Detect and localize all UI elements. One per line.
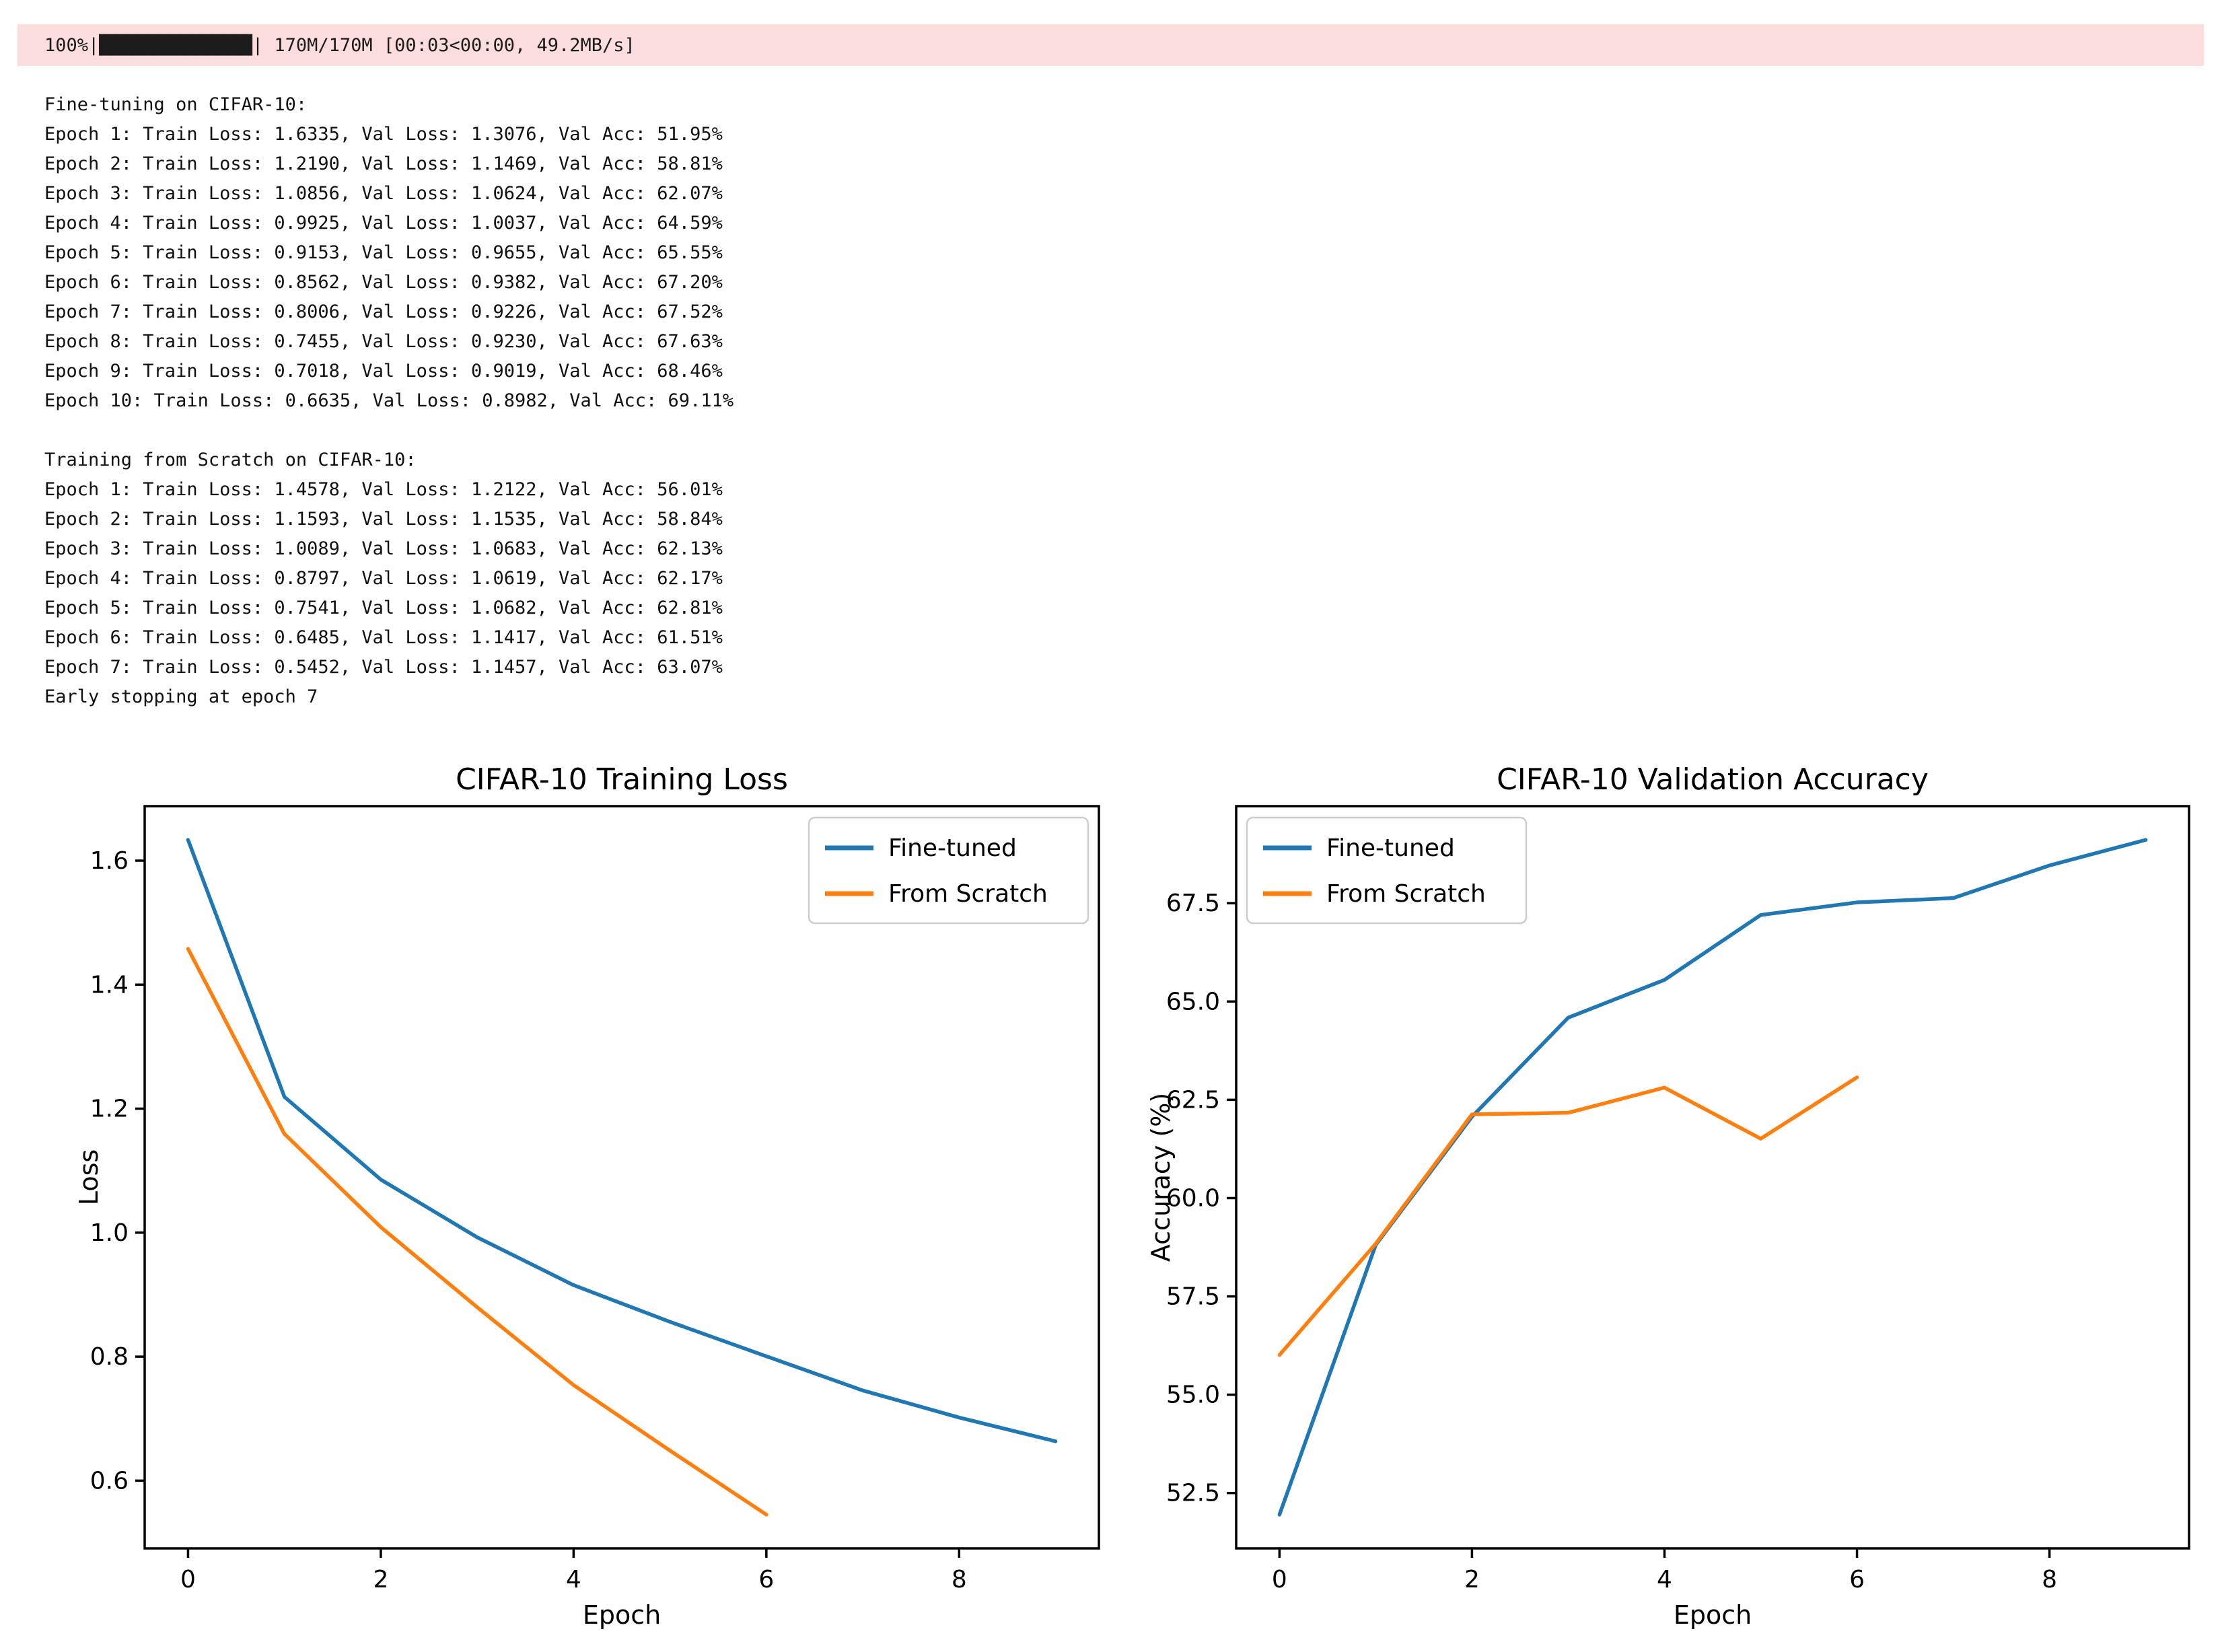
x-tick-label: 6 [758,1566,774,1593]
validation-accuracy-chart: 0 2 4 6 8 52.5 55.0 57.5 60.0 62.5 65.0 67.5 CIFAR-1… [1146,762,2190,1630]
legend-label-from-scratch: From Scratch [888,880,1048,908]
from-scratch-line [186,947,768,1517]
y-tick-label: 55.0 [1166,1381,1220,1409]
legend-label-fine-tuned: Fine-tuned [1326,834,1455,862]
x-tick-label: 4 [1657,1566,1672,1593]
y-tick-label: 1.6 [90,847,129,875]
x-tick-label: 8 [2042,1566,2057,1593]
y-axis-label: Loss [74,1149,104,1205]
training-log: Fine-tuning on CIFAR-10: Epoch 1: Train L… [44,90,733,712]
y-tick-label: 1.4 [90,971,129,999]
x-tick-label: 2 [1464,1566,1480,1593]
scratch-header: Training from Scratch on CIFAR-10: [44,450,417,470]
chart-title: CIFAR-10 Validation Accuracy [1497,762,1929,797]
y-tick-label: 52.5 [1166,1480,1220,1507]
legend-box [808,816,1089,925]
x-tick-label: 6 [1849,1566,1865,1593]
axes-frame [1235,805,2190,1550]
y-tick-label: 67.5 [1166,890,1220,917]
finetune-header: Fine-tuning on CIFAR-10: [44,94,308,115]
axes-frame [143,805,1100,1550]
download-progress: 100%|██████████████| 170M/170M [00:03<00… [17,24,2204,66]
fine-tuned-line [186,838,1058,1443]
training-loss-chart: 0 2 4 6 8 0.6 0.8 1.0 1.2 1.4 1.6 CIFAR-10 Training… [74,762,1100,1630]
chart-title: CIFAR-10 Training Loss [456,762,788,797]
x-axis-label: Epoch [583,1600,661,1630]
y-tick-label: 60.0 [1166,1184,1220,1212]
y-tick-label: 0.8 [90,1343,129,1371]
early-stopping-line: Early stopping at epoch 7 [44,686,318,707]
x-tick-label: 8 [952,1566,967,1593]
y-tick-label: 0.6 [90,1467,129,1495]
x-tick-label: 2 [373,1566,388,1593]
download-progress-text: 100%|██████████████| 170M/170M [00:03<00… [44,34,635,56]
y-tick-label: 65.0 [1166,988,1220,1015]
y-tick-label: 62.5 [1166,1086,1220,1114]
fine-tuned-line [1277,838,2148,1517]
y-tick-label: 57.5 [1166,1283,1220,1311]
finetune-epoch-lines: Epoch 1: Train Loss: 1.6335, Val Loss: 1… [44,124,734,411]
x-tick-label: 0 [180,1566,196,1593]
x-tick-label: 0 [1272,1566,1287,1593]
legend-label-fine-tuned: Fine-tuned [888,834,1017,862]
legend-box [1246,816,1528,925]
y-axis-label: Accuracy (%) [1146,1093,1176,1262]
scratch-epoch-lines: Epoch 1: Train Loss: 1.4578, Val Loss: 1… [44,479,723,678]
legend-label-from-scratch: From Scratch [1326,880,1486,908]
x-axis-label: Epoch [1674,1600,1752,1630]
from-scratch-line [1277,1075,1859,1357]
x-tick-label: 4 [566,1566,581,1593]
y-tick-label: 1.2 [90,1096,129,1123]
y-tick-label: 1.0 [90,1219,129,1247]
